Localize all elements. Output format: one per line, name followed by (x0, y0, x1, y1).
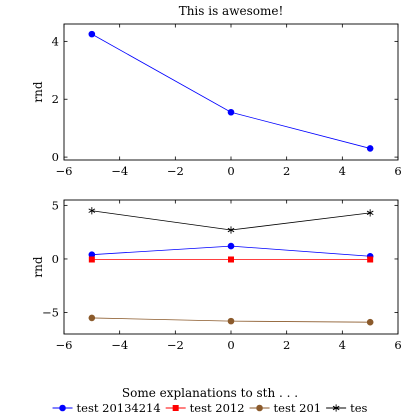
chart-title: This is awesome! (179, 4, 284, 18)
x-tick-label: 4 (339, 338, 346, 352)
x-tick-label: 6 (394, 338, 401, 352)
x-tick-label: 0 (227, 164, 234, 178)
y-tick-label: 2 (52, 92, 59, 106)
legend-item: tes (326, 401, 368, 415)
y-axis-label: rnd (31, 256, 45, 277)
data-point (366, 209, 374, 217)
x-tick-label: 2 (283, 164, 290, 178)
x-tick-label: 6 (394, 164, 401, 178)
data-point (227, 242, 235, 250)
x-tick-label: −6 (56, 338, 73, 352)
y-tick-label: −5 (42, 306, 59, 320)
series-line (91, 33, 371, 149)
data-point (367, 256, 374, 263)
data-point (88, 256, 95, 263)
x-tick-label: −2 (167, 338, 184, 352)
legend-item: test 2012 (165, 401, 245, 415)
legend-label: tes (350, 401, 367, 415)
data-point (366, 145, 374, 152)
chart-bottom: −6 −4 −2 0 2 4 6 −5 0 5 rnd (31, 198, 402, 352)
data-point (227, 317, 235, 325)
legend-marker (59, 404, 66, 412)
y-tick-label: 4 (52, 34, 59, 48)
x-tick-label: 2 (283, 338, 290, 352)
x-tick-label: −4 (111, 164, 128, 178)
data-point (228, 256, 234, 263)
x-tick-label: −6 (56, 164, 73, 178)
x-tick-label: −4 (111, 338, 128, 352)
legend-label: test 201 (274, 401, 322, 415)
legend-marker (256, 404, 263, 412)
axes-frame (63, 199, 399, 335)
data-point (227, 108, 235, 116)
data-point (88, 30, 96, 38)
axes-frame (63, 23, 399, 161)
y-tick-label: 5 (52, 198, 59, 212)
legend-item: test 201 (249, 401, 322, 415)
data-point (366, 318, 374, 326)
legend-marker (332, 404, 340, 412)
data-point (88, 207, 96, 215)
legend-label: test 20134214 (77, 401, 161, 415)
data-point (88, 314, 96, 322)
y-tick-label: 0 (52, 252, 59, 266)
x-tick-label: 0 (227, 338, 234, 352)
legend-item: test 20134214 (52, 401, 161, 415)
y-tick-label: 0 (52, 150, 59, 164)
x-tick-label: −2 (167, 164, 184, 178)
legend-label: test 2012 (190, 401, 245, 415)
chart-top: This is awesome! −6 −4 −2 0 2 4 6 0 2 4 rnd (31, 4, 402, 178)
legend-caption: Some explanations to sth . . . (121, 386, 299, 400)
data-point (227, 226, 235, 234)
legend: test 20134214 test 2012 test 201 tes (52, 401, 368, 415)
x-tick-label: 4 (339, 164, 346, 178)
y-axis-label: rnd (31, 81, 45, 102)
legend-marker (172, 405, 179, 411)
